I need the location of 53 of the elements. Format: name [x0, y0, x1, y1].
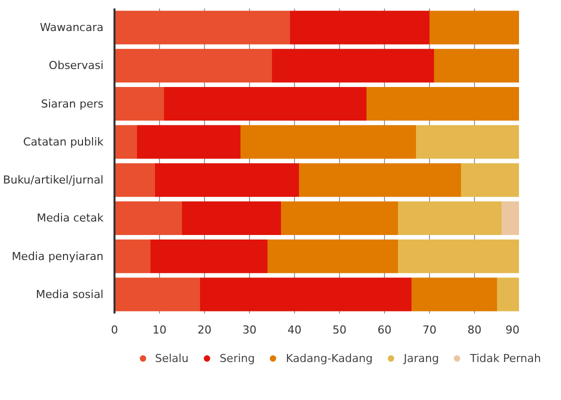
bar [240, 125, 416, 159]
legend-label: Jarang [404, 352, 439, 364]
y-tick-label: Media cetak [36, 212, 104, 225]
bar [114, 278, 200, 312]
x-tick-label: 40 [288, 324, 302, 336]
y-tick-label: Catatan publik [23, 135, 104, 148]
bar [150, 240, 268, 274]
bar [461, 163, 519, 197]
bar [398, 240, 519, 274]
bar [114, 201, 182, 235]
bar [290, 10, 430, 44]
bar [497, 278, 519, 312]
bar [268, 240, 398, 274]
y-tick-label: Media penyiaran [12, 250, 104, 263]
bar [164, 87, 366, 121]
y-tick-label: Buku/artikel/jurnal [3, 174, 104, 187]
y-tick-label: Wawancara [40, 21, 104, 34]
bar [182, 201, 281, 235]
x-tick-label: 10 [152, 324, 166, 336]
bar [430, 10, 519, 44]
bar [281, 201, 398, 235]
x-tick-label: 60 [378, 324, 392, 336]
x-tick-label: 70 [422, 324, 436, 336]
bar [434, 48, 519, 82]
legend-label: Tidak Pernah [470, 352, 541, 364]
bar [114, 48, 272, 82]
x-tick-label: 80 [468, 324, 482, 336]
x-tick-label: 30 [242, 324, 256, 336]
legend-label: Selalu [155, 352, 189, 364]
bar [412, 278, 497, 312]
bar [200, 278, 412, 312]
x-tick-label: 20 [198, 324, 212, 336]
x-tick-label: 90 [506, 324, 520, 336]
bar [299, 163, 461, 197]
bar [114, 87, 164, 121]
legend-label: Sering [220, 352, 255, 364]
bar [114, 10, 290, 44]
y-tick-label: Siaran pers [40, 97, 104, 110]
bar [272, 48, 434, 82]
bar [155, 163, 299, 197]
legend-label: Kadang-Kadang [286, 352, 373, 364]
bar [416, 125, 519, 159]
bar [137, 125, 240, 159]
bar [366, 87, 519, 121]
bar [398, 201, 502, 235]
bar [114, 125, 137, 159]
bar [114, 163, 155, 197]
x-tick-label: 50 [332, 324, 346, 336]
bar [502, 201, 519, 235]
bar [114, 240, 150, 274]
y-tick-label: Observasi [48, 59, 104, 72]
x-tick-label: 0 [111, 324, 118, 336]
y-tick-label: Media sosial [36, 288, 104, 301]
